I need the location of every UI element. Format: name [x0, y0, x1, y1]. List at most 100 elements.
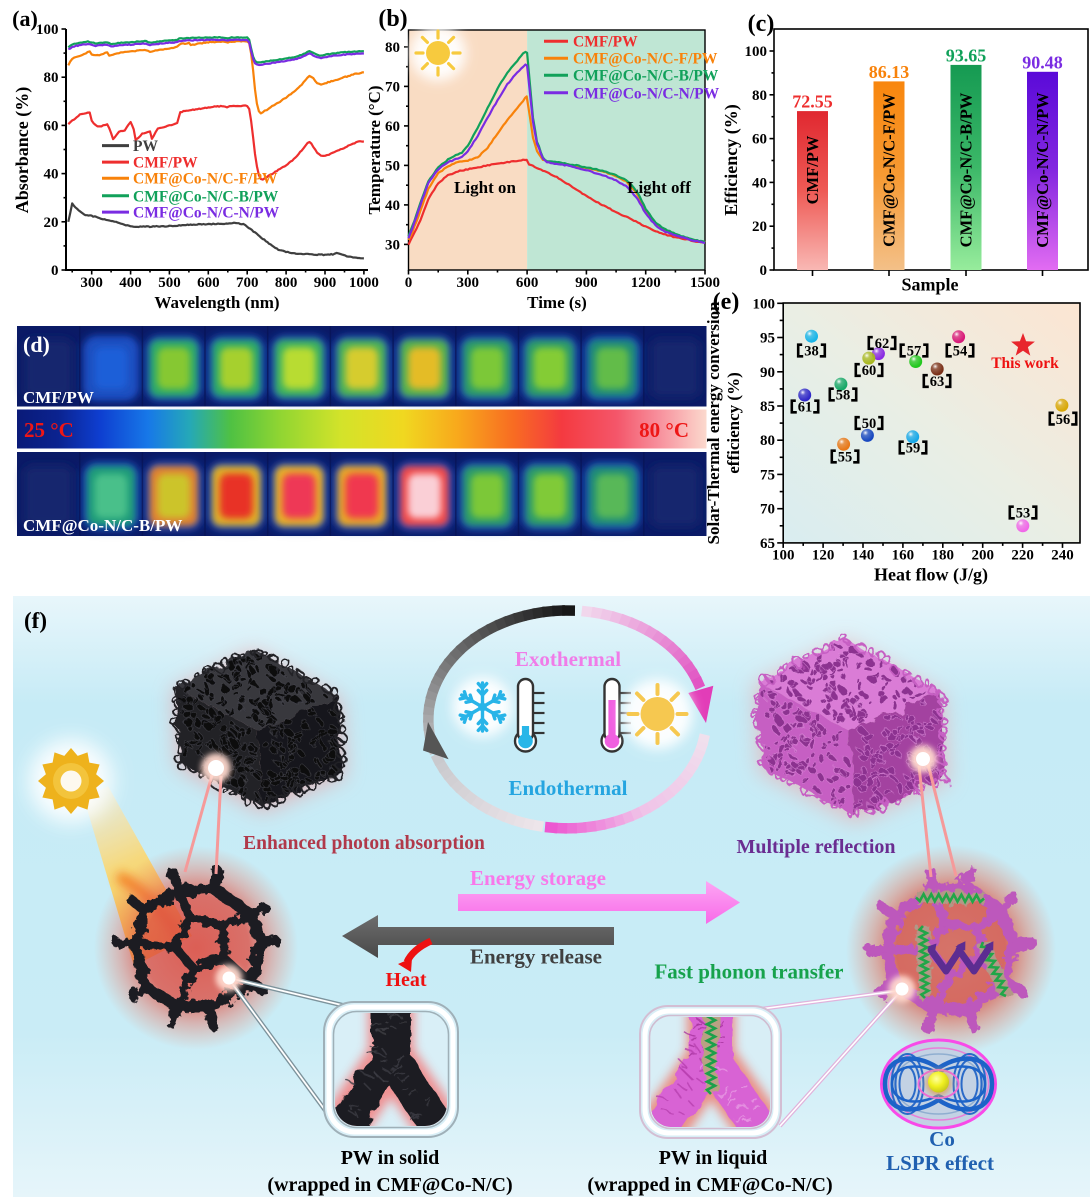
svg-text:(c): (c)	[748, 11, 775, 37]
svg-text:86.13: 86.13	[869, 62, 910, 82]
svg-text:80: 80	[44, 70, 59, 86]
svg-text:CMF@Co-N/C-N/PW: CMF@Co-N/C-N/PW	[133, 205, 280, 222]
svg-text:60: 60	[752, 132, 767, 148]
svg-text:59: 59	[906, 441, 921, 457]
svg-text:PW: PW	[133, 138, 158, 155]
svg-text:CMF/PW: CMF/PW	[23, 388, 94, 407]
svg-text:Light off: Light off	[627, 178, 691, 197]
svg-text:900: 900	[314, 275, 337, 291]
svg-text:140: 140	[852, 548, 875, 564]
svg-text:PW in liquid: PW in liquid	[659, 1147, 768, 1169]
svg-text:70: 70	[760, 502, 775, 518]
svg-text:Wavelength (nm): Wavelength (nm)	[154, 293, 279, 312]
svg-text:PW in solid: PW in solid	[341, 1147, 440, 1169]
svg-text:100: 100	[36, 22, 59, 38]
svg-text:Temperature (°C): Temperature (°C)	[365, 85, 384, 214]
svg-text:56: 56	[1056, 412, 1071, 428]
svg-text:90.48: 90.48	[1022, 52, 1063, 72]
svg-text:300: 300	[80, 275, 103, 291]
svg-text:53: 53	[1016, 506, 1031, 522]
svg-text:61: 61	[798, 400, 813, 416]
svg-text:0: 0	[760, 263, 768, 279]
svg-text:CMF@Co-N/C-B/PW: CMF@Co-N/C-B/PW	[573, 68, 719, 85]
svg-text:65: 65	[760, 536, 775, 552]
svg-text:CMF/PW: CMF/PW	[133, 155, 198, 172]
svg-text:40: 40	[44, 167, 59, 183]
svg-text:85: 85	[760, 399, 775, 415]
svg-text:100: 100	[753, 296, 776, 312]
svg-text:57: 57	[907, 344, 922, 360]
svg-text:60: 60	[44, 118, 59, 134]
svg-text:20: 20	[44, 215, 59, 231]
svg-text:63: 63	[930, 374, 945, 390]
svg-text:100: 100	[745, 44, 768, 60]
svg-text:100: 100	[772, 548, 795, 564]
svg-text:900: 900	[575, 275, 598, 291]
svg-text:Light on: Light on	[454, 178, 516, 197]
svg-text:40: 40	[752, 175, 767, 191]
svg-text:500: 500	[158, 275, 181, 291]
svg-text:CMF/PW: CMF/PW	[803, 135, 822, 204]
svg-text:(e): (e)	[713, 289, 740, 315]
svg-text:40: 40	[385, 198, 400, 214]
svg-text:75: 75	[760, 467, 775, 483]
svg-text:(b): (b)	[378, 6, 407, 32]
svg-text:CMF@Co-N/C-F/PW: CMF@Co-N/C-F/PW	[880, 93, 899, 247]
svg-text:58: 58	[836, 388, 851, 404]
svg-text:Exothermal: Exothermal	[515, 647, 621, 671]
svg-text:Endothermal: Endothermal	[508, 776, 627, 800]
svg-text:700: 700	[236, 275, 259, 291]
svg-text:Efficiency (%): Efficiency (%)	[721, 104, 742, 215]
svg-text:Heat flow (J/g): Heat flow (J/g)	[874, 565, 988, 586]
svg-text:1200: 1200	[631, 275, 661, 291]
svg-text:50: 50	[862, 416, 877, 432]
svg-text:Energy release: Energy release	[470, 945, 602, 969]
svg-text:54: 54	[953, 344, 968, 360]
svg-text:CMF/PW: CMF/PW	[573, 34, 638, 51]
svg-text:50: 50	[385, 158, 400, 174]
svg-text:400: 400	[119, 275, 142, 291]
svg-text:38: 38	[804, 344, 819, 360]
svg-text:LSPR effect: LSPR effect	[886, 1151, 994, 1175]
svg-text:Enhanced photon absorption: Enhanced photon absorption	[243, 833, 485, 854]
svg-text:(f): (f)	[24, 608, 47, 633]
svg-text:(d): (d)	[23, 332, 50, 357]
svg-text:70: 70	[385, 79, 400, 95]
svg-text:(wrapped in CMF@Co-N/C): (wrapped in CMF@Co-N/C)	[587, 1174, 832, 1196]
svg-text:80: 80	[760, 433, 775, 449]
svg-text:1000: 1000	[349, 275, 379, 291]
svg-text:CMF@Co-N/C-B/PW: CMF@Co-N/C-B/PW	[133, 188, 279, 205]
svg-text:600: 600	[197, 275, 220, 291]
svg-text:Multiple reflection: Multiple reflection	[736, 836, 895, 858]
svg-text:62: 62	[875, 336, 890, 352]
svg-text:93.65: 93.65	[946, 45, 987, 65]
svg-text:Co: Co	[929, 1127, 955, 1151]
svg-text:CMF@Co-N/C-B/PW: CMF@Co-N/C-B/PW	[23, 516, 182, 535]
svg-text:180: 180	[932, 548, 955, 564]
svg-text:efficiency (%): efficiency (%)	[724, 372, 743, 473]
svg-text:300: 300	[457, 275, 480, 291]
svg-text:95: 95	[760, 331, 775, 347]
svg-text:Solar-Thermal energy conversio: Solar-Thermal energy conversion	[704, 301, 723, 545]
svg-text:Energy storage: Energy storage	[470, 866, 606, 890]
svg-text:800: 800	[275, 275, 298, 291]
svg-text:220: 220	[1011, 548, 1034, 564]
svg-text:80: 80	[752, 88, 767, 104]
svg-text:(a): (a)	[12, 6, 38, 31]
svg-text:Heat: Heat	[385, 969, 426, 991]
svg-text:30: 30	[385, 237, 400, 253]
svg-text:80: 80	[385, 40, 400, 56]
svg-text:0: 0	[405, 275, 413, 291]
svg-text:0: 0	[51, 263, 59, 279]
svg-text:90: 90	[760, 365, 775, 381]
svg-text:200: 200	[971, 548, 994, 564]
svg-text:55: 55	[838, 450, 853, 466]
svg-text:(wrapped in CMF@Co-N/C): (wrapped in CMF@Co-N/C)	[267, 1174, 512, 1196]
svg-text:25 °C: 25 °C	[24, 418, 74, 442]
svg-text:120: 120	[812, 548, 835, 564]
svg-text:Time (s): Time (s)	[527, 293, 587, 312]
svg-text:160: 160	[892, 548, 915, 564]
svg-text:1500: 1500	[690, 275, 720, 291]
svg-text:600: 600	[516, 275, 539, 291]
svg-text:60: 60	[385, 119, 400, 135]
